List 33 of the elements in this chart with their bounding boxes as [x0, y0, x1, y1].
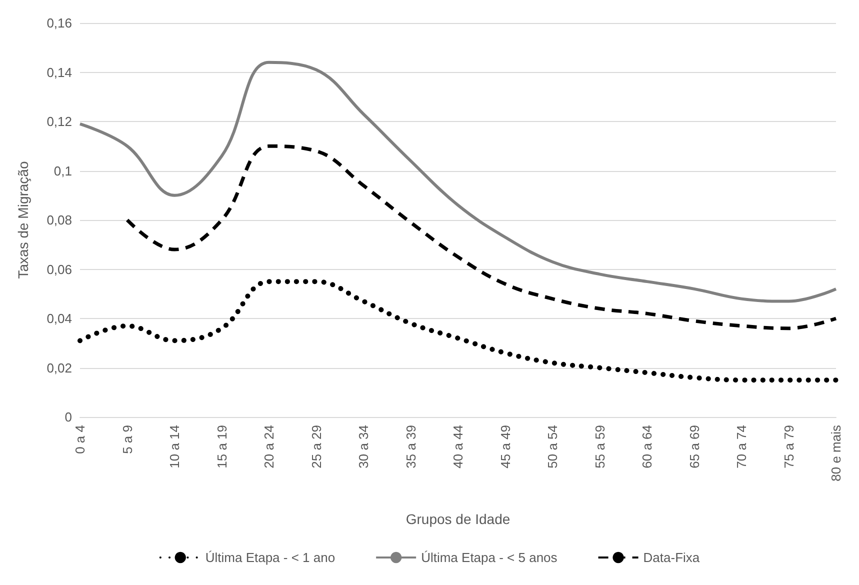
- x-tick-label: 45 a 49: [498, 425, 513, 468]
- x-tick-label: 15 a 19: [214, 425, 230, 468]
- legend-label: Última Etapa - < 1 ano: [205, 550, 336, 565]
- x-tick-label: 35 a 39: [403, 425, 418, 468]
- x-tick-label: 80 e mais: [828, 424, 844, 482]
- y-tick-label: 0,06: [46, 262, 72, 277]
- x-tick-label: 55 a 59: [592, 425, 608, 468]
- x-tick-label: 60 a 64: [640, 425, 654, 468]
- line-series: [78, 60, 838, 303]
- y-tick-label: 0,02: [46, 360, 72, 376]
- y-axis-title: Taxas de Migração: [15, 161, 31, 279]
- y-tick-label: 0,08: [46, 212, 72, 228]
- x-tick-label: 20 a 24: [262, 425, 276, 468]
- x-tick-label: 65 a 69: [686, 425, 702, 468]
- y-tick-label: 0,12: [46, 114, 72, 129]
- y-tick-label: 0,1: [54, 163, 72, 178]
- x-axis-title: Grupos de Idade: [406, 511, 510, 527]
- legend-label: Data-Fixa: [643, 550, 700, 565]
- y-tick-label: 0,04: [46, 311, 72, 326]
- x-tick-label: 5 a 9: [120, 425, 135, 454]
- x-tick-label: 75 a 79: [781, 425, 796, 468]
- x-tick-label: 30 a 34: [356, 425, 371, 468]
- legend-label: Última Etapa - < 5 anos: [421, 550, 558, 565]
- x-tick-label: 0 a 4: [72, 425, 88, 454]
- x-tick-label: 70 a 74: [734, 425, 749, 468]
- line-series: [126, 144, 838, 330]
- x-tick-label: 40 a 44: [450, 425, 466, 468]
- y-tick-label: 0,16: [46, 16, 72, 30]
- y-tick-label: 0,14: [46, 64, 72, 80]
- x-tick-label: 10 a 14: [167, 425, 182, 468]
- x-tick-label: 25 a 29: [308, 425, 324, 468]
- y-tick-label: 0: [64, 410, 72, 424]
- x-tick-label: 50 a 54: [545, 425, 560, 468]
